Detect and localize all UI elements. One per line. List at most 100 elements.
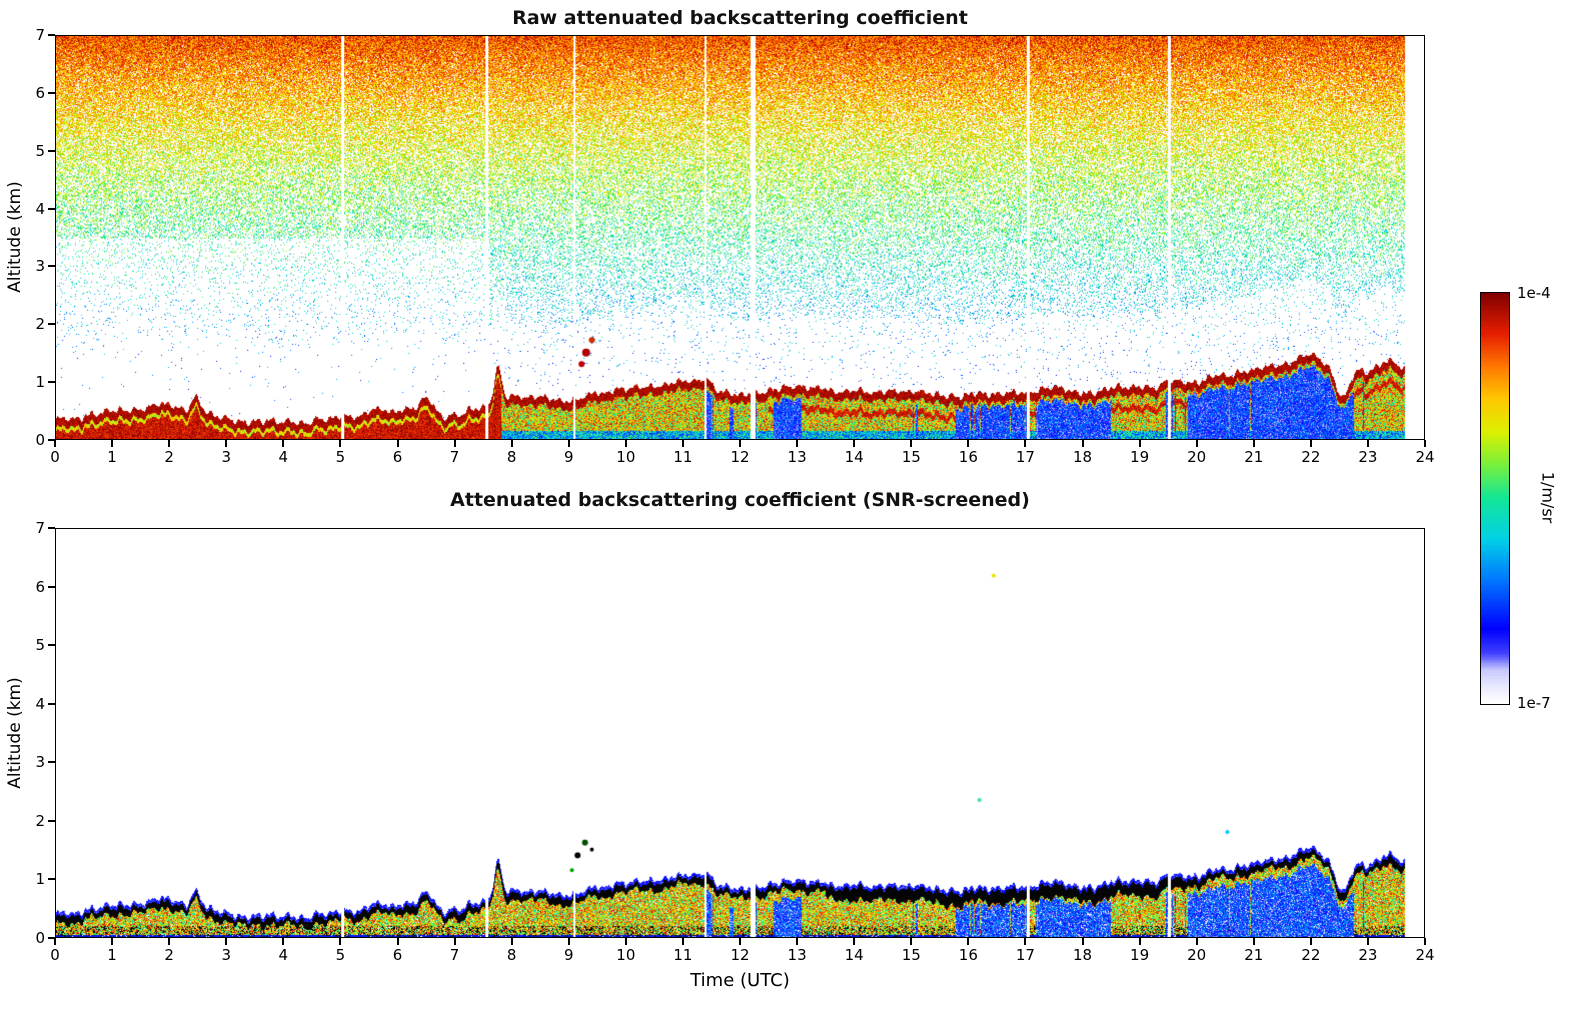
x-tick-label: 2 xyxy=(164,946,174,964)
x-tick-mark xyxy=(225,440,228,447)
x-tick-label: 15 xyxy=(901,448,921,466)
x-tick-label: 11 xyxy=(673,946,693,964)
x-tick-label: 4 xyxy=(278,448,289,466)
y-tick-label: 7 xyxy=(35,519,45,537)
colorbar-unit-label: 1/m/sr xyxy=(1538,471,1558,524)
y-tick-label: 0 xyxy=(35,431,45,449)
x-tick-label: 23 xyxy=(1358,448,1378,466)
x-tick-mark xyxy=(796,440,799,447)
x-tick-mark xyxy=(111,440,114,447)
x-tick-mark xyxy=(1309,440,1312,447)
x-tick-mark xyxy=(967,440,970,447)
x-tick-label: 16 xyxy=(958,946,978,964)
x-tick-mark xyxy=(1424,938,1426,945)
x-tick-mark xyxy=(681,440,684,447)
x-tick-mark xyxy=(567,938,570,945)
y-tick-label: 5 xyxy=(35,141,45,160)
x-tick-label: 2 xyxy=(164,448,174,466)
x-tick-label: 6 xyxy=(392,448,403,466)
x-tick-mark xyxy=(681,938,684,945)
x-tick-mark xyxy=(339,938,342,945)
y-tick-mark xyxy=(48,527,55,529)
x-tick-label: 14 xyxy=(844,448,864,466)
x-tick-mark xyxy=(1424,440,1426,447)
x-tick-label: 11 xyxy=(673,448,693,466)
x-tick-label: 20 xyxy=(1187,946,1207,964)
y-tick-mark xyxy=(48,644,55,647)
x-tick-mark xyxy=(853,440,856,447)
x-tick-label: 3 xyxy=(221,946,232,964)
y-tick-mark xyxy=(48,381,55,384)
y-tick-mark xyxy=(48,323,55,326)
x-tick-mark xyxy=(453,440,456,447)
y-tick-mark xyxy=(48,149,55,152)
x-tick-mark xyxy=(54,440,56,447)
x-tick-mark xyxy=(168,440,171,447)
x-tick-mark xyxy=(796,938,799,945)
x-tick-mark xyxy=(1252,440,1255,447)
x-tick-label: 21 xyxy=(1244,946,1264,964)
colorbar-max-label: 1e-4 xyxy=(1517,284,1551,302)
x-tick-label: 24 xyxy=(1415,946,1435,964)
x-tick-mark xyxy=(225,938,228,945)
x-tick-mark xyxy=(739,938,741,945)
x-tick-label: 1 xyxy=(107,448,117,466)
y-tick-mark xyxy=(48,34,55,36)
panel2-y-axis-label: Altitude (km) xyxy=(5,677,25,789)
y-tick-mark xyxy=(48,585,55,588)
x-tick-label: 16 xyxy=(958,448,978,466)
x-tick-label: 5 xyxy=(335,946,346,964)
x-tick-label: 18 xyxy=(1072,448,1093,466)
x-tick-label: 3 xyxy=(221,448,232,466)
x-tick-label: 17 xyxy=(1015,946,1035,964)
x-tick-label: 20 xyxy=(1187,448,1207,466)
panel1-plot-area xyxy=(55,35,1425,440)
panel2-plot-area xyxy=(55,528,1425,938)
y-tick-label: 1 xyxy=(35,870,45,889)
y-tick-mark xyxy=(48,937,55,939)
x-tick-mark xyxy=(510,440,513,447)
panel1-y-axis-label: Altitude (km) xyxy=(5,181,25,293)
x-tick-mark xyxy=(624,938,627,945)
x-tick-mark xyxy=(1309,938,1312,945)
x-tick-mark xyxy=(1024,938,1027,945)
y-tick-label: 6 xyxy=(35,577,45,596)
x-tick-mark xyxy=(910,938,913,945)
y-tick-label: 6 xyxy=(35,83,45,102)
y-tick-mark xyxy=(48,878,55,881)
x-tick-mark xyxy=(1138,938,1141,945)
colorbar xyxy=(1480,292,1510,705)
x-tick-mark xyxy=(853,938,856,945)
y-tick-label: 2 xyxy=(35,315,45,334)
panel2-title: Attenuated backscattering coefficient (S… xyxy=(450,489,1030,511)
y-tick-mark xyxy=(48,265,55,268)
x-tick-label: 22 xyxy=(1301,448,1321,466)
x-tick-mark xyxy=(1024,440,1027,447)
x-tick-mark xyxy=(567,440,570,447)
x-tick-label: 17 xyxy=(1015,448,1035,466)
x-tick-mark xyxy=(739,440,741,447)
x-tick-mark xyxy=(1195,440,1198,447)
x-tick-mark xyxy=(1081,938,1084,945)
x-tick-label: 14 xyxy=(844,946,864,964)
y-tick-label: 5 xyxy=(35,636,45,655)
x-tick-label: 19 xyxy=(1130,448,1150,466)
x-tick-label: 9 xyxy=(563,448,574,466)
y-tick-mark xyxy=(48,207,55,210)
x-tick-mark xyxy=(1081,440,1084,447)
x-tick-label: 13 xyxy=(787,448,807,466)
panel1-heatmap-canvas xyxy=(56,36,1424,439)
x-tick-label: 10 xyxy=(616,946,636,964)
x-tick-label: 7 xyxy=(449,448,460,466)
x-tick-label: 13 xyxy=(787,946,807,964)
x-tick-mark xyxy=(282,938,285,945)
x-tick-label: 9 xyxy=(563,946,574,964)
x-tick-label: 0 xyxy=(50,448,60,466)
y-tick-mark xyxy=(48,439,55,441)
x-tick-mark xyxy=(339,440,342,447)
x-tick-label: 24 xyxy=(1415,448,1435,466)
y-tick-mark xyxy=(48,91,55,94)
x-tick-label: 19 xyxy=(1130,946,1150,964)
x-tick-label: 5 xyxy=(335,448,346,466)
